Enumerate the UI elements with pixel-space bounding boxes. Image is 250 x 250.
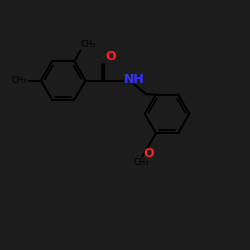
Text: CH₃: CH₃ bbox=[81, 40, 96, 49]
Text: NH: NH bbox=[124, 73, 144, 86]
Text: CH₃: CH₃ bbox=[12, 76, 27, 85]
Text: O: O bbox=[144, 147, 154, 160]
Text: CH₃: CH₃ bbox=[133, 158, 149, 167]
Text: O: O bbox=[105, 50, 116, 64]
